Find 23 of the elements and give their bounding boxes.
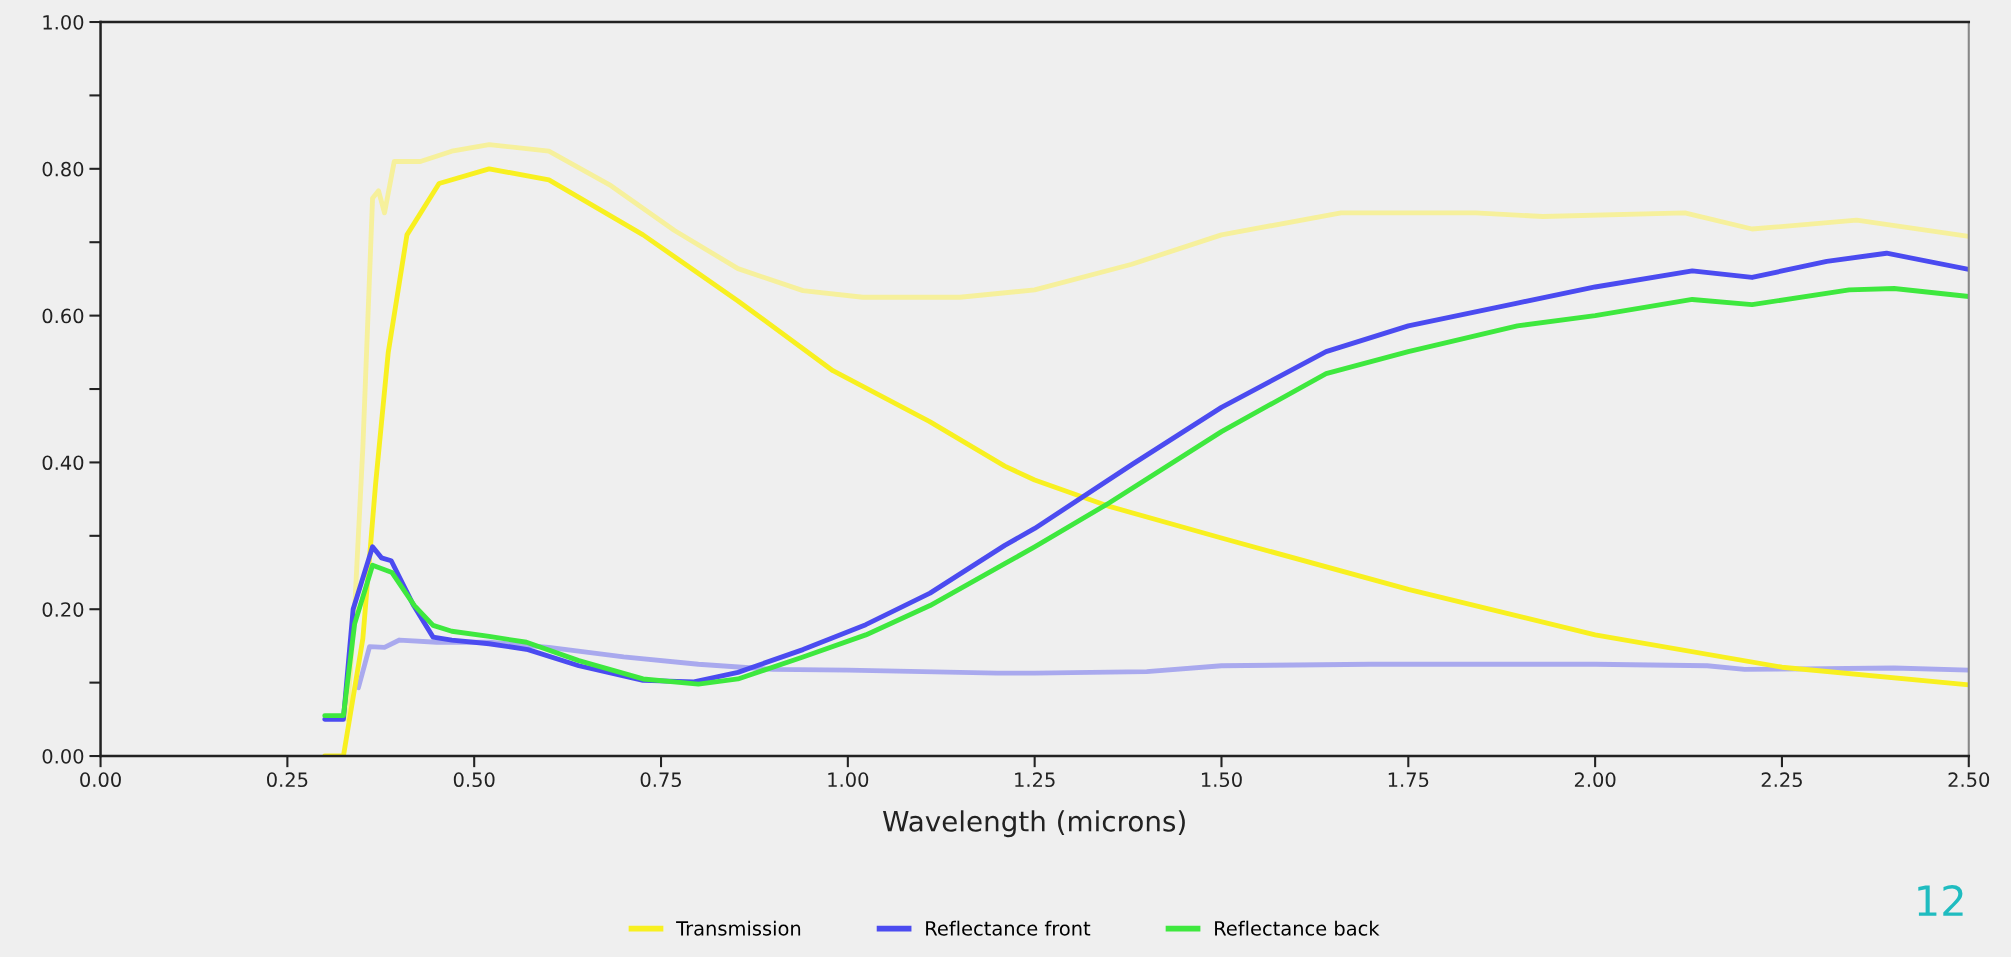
x-tick-label: 0.75 [640,772,681,788]
y-tick-label: 0.40 [42,455,84,471]
y-tick-label: 1.00 [43,14,84,30]
x-tick-label: 0.00 [80,772,121,788]
x-tick-label: 0.25 [267,772,308,788]
legend-label: Reflectance back [1215,920,1380,936]
x-tick-label: 1.50 [1201,772,1242,788]
y-tick-label: 0.60 [42,308,84,324]
y-tick-label: 0.00 [42,748,84,764]
x-tick-label: 1.25 [1015,772,1055,788]
x-tick-label: 2.50 [1948,772,1990,788]
text: 12 [1918,884,1963,916]
x-tick-label: 1.75 [1388,772,1429,788]
legend-label: Transmission [676,920,801,936]
x-tick-label: 2.00 [1574,772,1616,788]
y-tick-label: 0.80 [42,161,84,177]
x-tick-label: 1.00 [828,772,869,788]
x-tick-label: 0.50 [453,772,495,788]
line-series [355,637,1969,691]
x-tick-label: 2.25 [1761,772,1802,788]
y-tick-label: 0.20 [42,602,84,617]
x-axis-title: Wavelength (microns) [882,810,1185,838]
legend-label: Reflectance front [926,920,1091,936]
